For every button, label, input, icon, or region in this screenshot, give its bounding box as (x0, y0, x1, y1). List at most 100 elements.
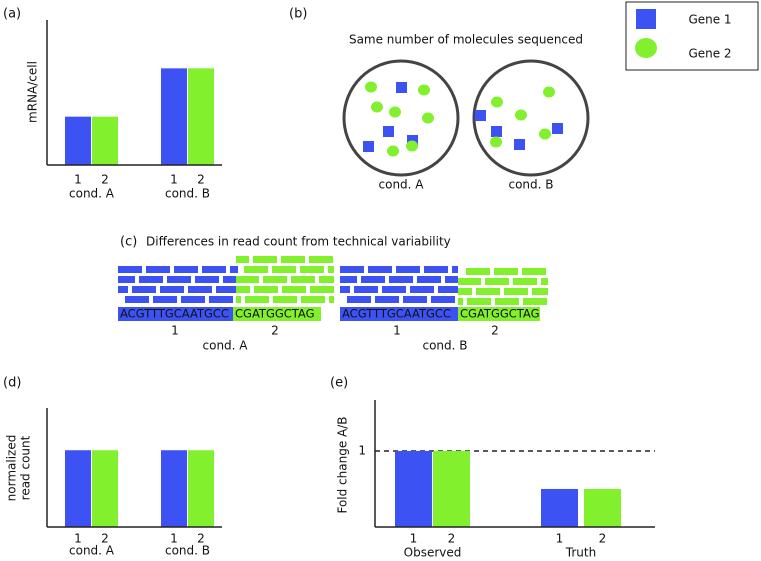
read (282, 286, 306, 293)
molecule-circle (389, 106, 401, 118)
molecule-circle (422, 112, 434, 124)
panel-title: Same number of molecules sequenced (349, 33, 583, 47)
read (389, 276, 413, 283)
bar (92, 450, 118, 527)
x-tick-label: cond. B (165, 544, 210, 558)
read (467, 298, 491, 305)
molecules (363, 81, 563, 157)
molecule-square (552, 123, 563, 134)
molecule-square (396, 82, 407, 93)
condition-label: cond. A (203, 339, 249, 353)
read (485, 278, 509, 285)
read (153, 296, 177, 303)
molecule-square (491, 126, 502, 137)
read (167, 276, 191, 283)
bar-label: 1 (410, 532, 418, 546)
condition-label: cond. A (379, 178, 425, 192)
read (272, 266, 296, 273)
molecule-circle (490, 136, 502, 148)
read (188, 286, 212, 293)
bar-label: 1 (170, 173, 178, 187)
read (458, 278, 481, 285)
bar (188, 68, 214, 165)
read (174, 266, 198, 273)
y-axis-label: mRNA/cell (26, 61, 40, 123)
x-tick-label: Observed (404, 546, 462, 560)
sequence: ACGTTTGCAATGCC (120, 307, 229, 321)
read (504, 288, 528, 295)
read (230, 266, 238, 273)
read (254, 286, 278, 293)
read (458, 288, 472, 295)
bar (395, 450, 432, 527)
read (438, 286, 458, 293)
sequence-block (458, 307, 540, 321)
read (541, 278, 548, 285)
molecule-circle (365, 81, 377, 93)
read (532, 288, 548, 295)
read (522, 268, 546, 275)
read (368, 266, 392, 273)
gene-label: 1 (171, 324, 179, 338)
read (476, 288, 500, 295)
read (382, 286, 406, 293)
sequence-block (118, 307, 233, 321)
read (281, 256, 305, 263)
read (160, 286, 184, 293)
read (340, 276, 357, 283)
y-tick-label: 1 (358, 443, 366, 457)
sample-circle (342, 59, 460, 177)
panel-title: Differences in read count from technical… (146, 235, 451, 249)
read (361, 276, 385, 283)
molecule-circle (539, 128, 551, 140)
panel-label: (b) (289, 7, 307, 22)
read (181, 296, 205, 303)
panel-label: (c) (120, 235, 137, 250)
read (236, 276, 259, 283)
molecule-circle (387, 145, 399, 157)
y-axis-label: Fold change A/B (336, 416, 350, 513)
y-axis-label: normalized (5, 435, 19, 502)
bar (65, 450, 91, 527)
bar (92, 116, 118, 165)
bar-label: 1 (170, 532, 178, 546)
read (310, 286, 334, 293)
bar-label: 2 (197, 532, 205, 546)
read (253, 256, 277, 263)
molecule-square (407, 135, 418, 146)
bar-label: 1 (556, 532, 564, 546)
x-tick-label: Truth (565, 546, 596, 560)
reads (118, 256, 548, 305)
read (118, 266, 142, 273)
sequence-block (233, 307, 321, 321)
read (273, 296, 297, 303)
read (375, 296, 399, 303)
legend-label: Gene 2 (688, 47, 731, 61)
read (458, 298, 463, 305)
read (118, 286, 128, 293)
x-tick-label: cond. A (69, 544, 115, 558)
condition-label: cond. B (422, 339, 467, 353)
molecule-square (383, 126, 394, 137)
molecule-square (514, 139, 525, 150)
read (424, 266, 448, 273)
panel-label: (d) (3, 376, 21, 391)
read (300, 266, 324, 273)
read (417, 276, 441, 283)
read (125, 296, 149, 303)
read (245, 296, 269, 303)
bar-label: 2 (448, 532, 456, 546)
read (236, 286, 250, 293)
gene-label: 2 (271, 324, 279, 338)
read (329, 296, 334, 303)
bar-label: 1 (74, 173, 82, 187)
bar (188, 450, 214, 527)
read (301, 296, 325, 303)
legend-square (636, 9, 656, 29)
bar (161, 68, 187, 165)
read (132, 286, 156, 293)
read (209, 296, 233, 303)
read (309, 256, 333, 263)
read (396, 266, 420, 273)
